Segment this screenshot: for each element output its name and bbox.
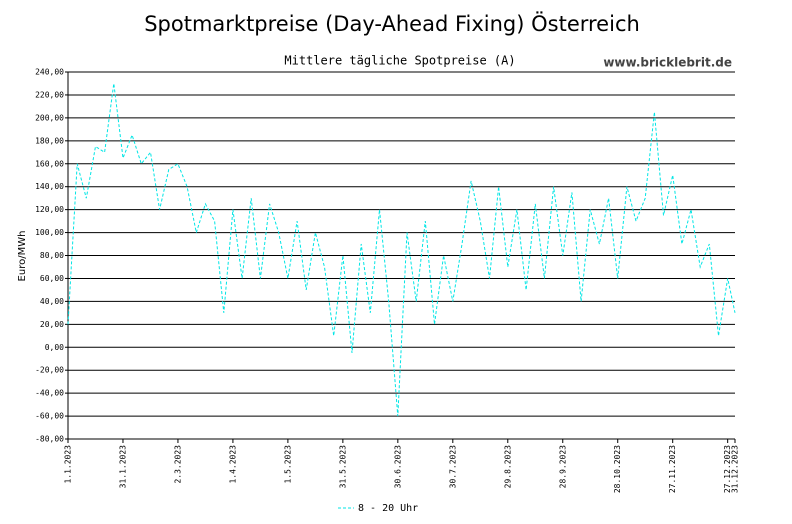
y-tick-label: 20,00 (40, 320, 64, 329)
y-tick-label: 140,00 (35, 182, 64, 191)
y-tick-label: 100,00 (35, 228, 64, 237)
chart-title: Spotmarktpreise (Day-Ahead Fixing) Öster… (144, 11, 640, 36)
y-tick-label: 60,00 (40, 274, 64, 283)
x-tick-label: 27.12.2023 (723, 445, 732, 493)
y-tick-label: 240,00 (35, 68, 64, 77)
x-tick-label: 2.3.2023 (173, 445, 182, 484)
y-tick-label: 120,00 (35, 205, 64, 214)
source: www.bricklebrit.de (603, 56, 732, 70)
y-tick-label: 40,00 (40, 297, 64, 306)
y-axis-label: Euro/MWh (17, 231, 28, 282)
legend-label: 8 - 20 Uhr (358, 503, 418, 514)
chart-subtitle: Mittlere tägliche Spotpreise (A) (284, 54, 515, 68)
x-tick-label: 28.10.2023 (613, 445, 622, 493)
y-tick-label: -60,00 (35, 412, 64, 421)
x-tick-label: 1.1.2023 (64, 445, 73, 484)
y-tick-label: 180,00 (35, 136, 64, 145)
x-tick-label: 31.12.2023 (731, 445, 740, 493)
x-tick-label: 31.1.2023 (118, 445, 127, 489)
y-tick-label: 0,00 (45, 343, 64, 352)
y-tick-label: 200,00 (35, 113, 64, 122)
x-tick-label: 30.7.2023 (448, 445, 457, 489)
y-tick-label: -20,00 (35, 366, 64, 375)
y-tick-label: -80,00 (35, 435, 64, 444)
y-tick-label: -40,00 (35, 389, 64, 398)
x-tick-label: 28.9.2023 (558, 445, 567, 489)
x-tick-label: 1.5.2023 (283, 445, 292, 484)
x-tick-label: 29.8.2023 (503, 445, 512, 489)
x-tick-label: 30.6.2023 (393, 445, 402, 489)
y-tick-label: 80,00 (40, 251, 64, 260)
y-tick-label: 160,00 (35, 159, 64, 168)
x-tick-label: 1.4.2023 (228, 445, 237, 484)
y-tick-label: 220,00 (35, 90, 64, 99)
x-tick-label: 31.5.2023 (338, 445, 347, 489)
data-line (67, 83, 736, 417)
x-tick-label: 27.11.2023 (668, 445, 677, 493)
